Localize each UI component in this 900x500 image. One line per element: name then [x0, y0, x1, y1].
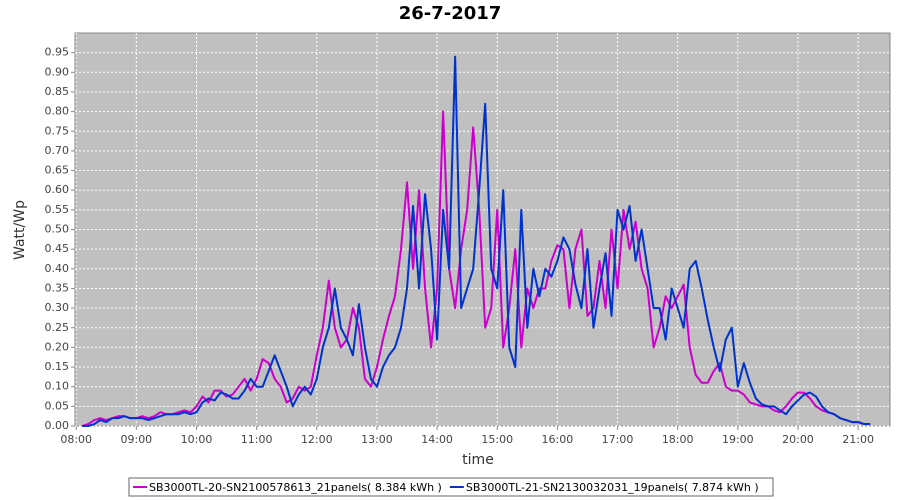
y-tick-label: 0.15	[45, 360, 70, 373]
y-tick-label: 0.60	[45, 183, 70, 196]
y-axis-label: Watt/Wp	[12, 200, 28, 260]
y-tick-label: 0.00	[45, 419, 70, 432]
data-line	[82, 55, 871, 427]
x-tick-label: 12:00	[301, 433, 333, 446]
plot-area	[74, 32, 891, 427]
x-tick-label: 20:00	[782, 433, 814, 446]
y-tick-label: 0.75	[45, 124, 70, 137]
y-tick-label: 0.30	[45, 301, 70, 314]
y-tick-label: 0.90	[45, 65, 70, 78]
y-tick-label: 0.05	[45, 399, 70, 412]
x-tick-label: 16:00	[542, 433, 574, 446]
y-tick-label: 0.80	[45, 105, 70, 118]
x-tick-label: 08:00	[60, 433, 92, 446]
y-tick-label: 0.40	[45, 262, 70, 275]
x-tick-label: 13:00	[361, 433, 393, 446]
x-axis-label: time	[462, 452, 494, 468]
y-tick-label: 0.45	[45, 242, 70, 255]
data-line	[81, 110, 871, 427]
x-tick-label: 11:00	[241, 433, 273, 446]
x-tick-label: 17:00	[602, 433, 634, 446]
y-tick-label: 0.95	[45, 46, 70, 59]
y-tick-label: 0.10	[45, 380, 70, 393]
x-tick-label: 18:00	[662, 433, 694, 446]
y-tick-label: 0.70	[45, 144, 70, 157]
y-tick-label: 0.25	[45, 321, 70, 334]
y-tick-label: 0.85	[45, 85, 70, 98]
y-tick-label: 0.50	[45, 223, 70, 236]
x-tick-label: 15:00	[481, 433, 513, 446]
y-tick-label: 0.65	[45, 164, 70, 177]
x-tick-label: 10:00	[181, 433, 213, 446]
x-tick-label: 19:00	[722, 433, 754, 446]
legend-label: SB3000TL-20-SN2100578613_21panels( 8.384…	[149, 481, 442, 494]
legend-label: SB3000TL-21-SN2130032031_19panels( 7.874…	[466, 481, 759, 494]
y-tick-label: 0.55	[45, 203, 70, 216]
chart-title: 26-7-2017	[399, 3, 502, 24]
y-tick-label: 0.35	[45, 281, 70, 294]
y-tick-label: 0.20	[45, 340, 70, 353]
x-tick-label: 09:00	[120, 433, 152, 446]
x-tick-label: 21:00	[842, 433, 874, 446]
x-tick-label: 14:00	[421, 433, 453, 446]
